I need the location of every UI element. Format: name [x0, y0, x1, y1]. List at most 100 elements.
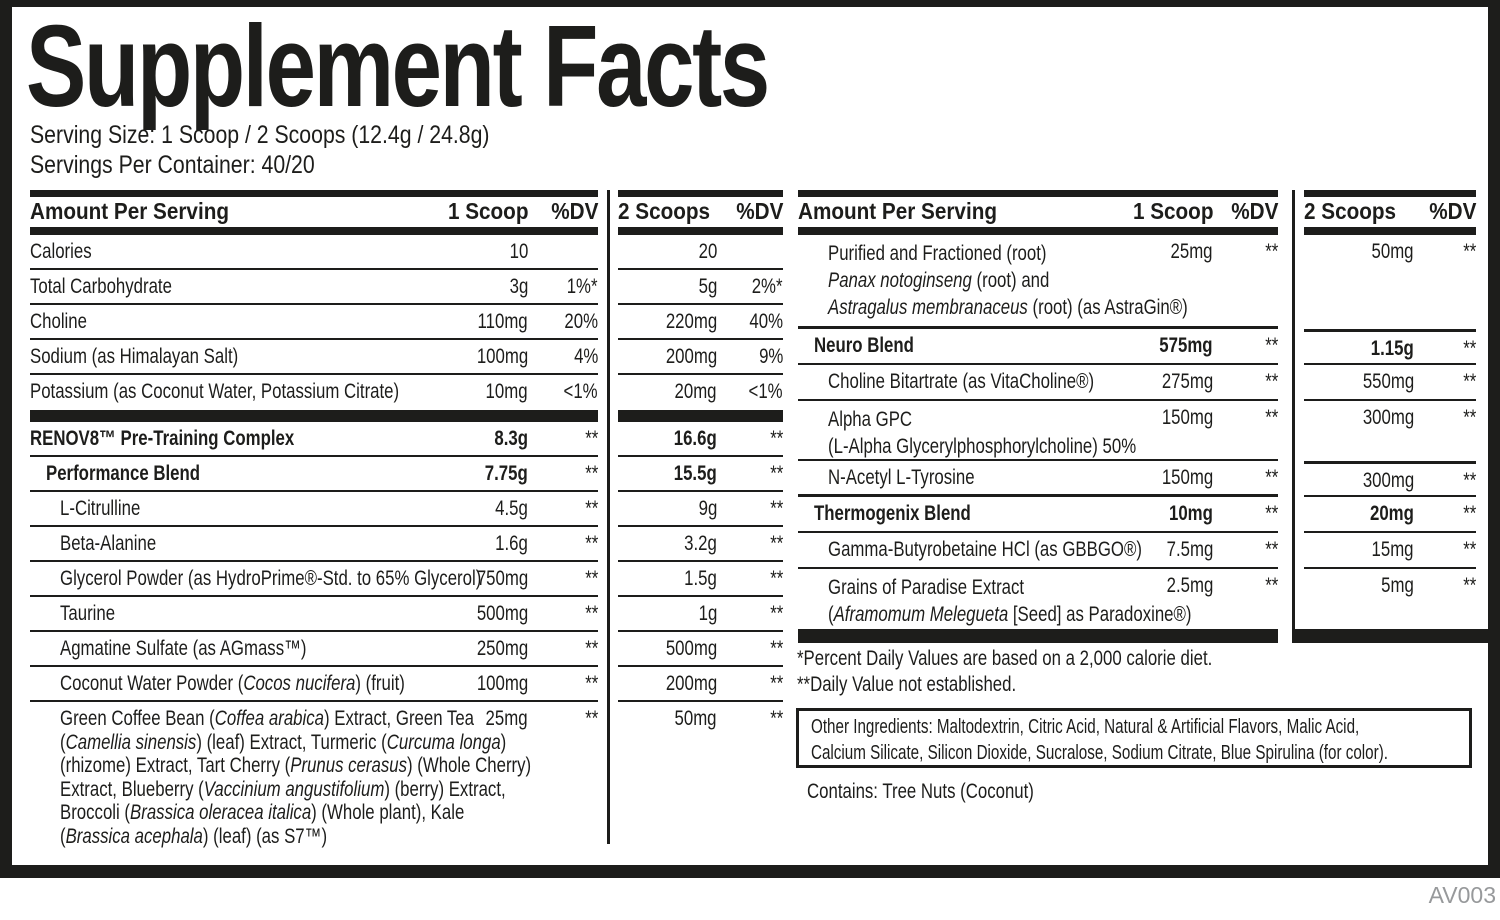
- column-header-dv: %DV: [550, 198, 598, 224]
- header-bottom-rule: [798, 227, 1278, 235]
- left-table-divider: [607, 190, 610, 844]
- amount-2scoops: 1g: [698, 602, 717, 625]
- ingredient-name: Total Carbohydrate: [30, 275, 172, 298]
- ingredient-name: Gamma-Butyrobetaine HCl (as GBBGO®): [828, 538, 1142, 561]
- footnote-percent-dv: *Percent Daily Values are based on a 2,0…: [797, 647, 1213, 670]
- other-ingredients-line: Other Ingredients: Maltodextrin, Citric …: [811, 716, 1360, 738]
- ingredient-name: N-Acetyl L-Tyrosine: [828, 466, 975, 489]
- dv-1scoop: **: [584, 637, 598, 660]
- amount-1scoop: 3g: [509, 275, 528, 298]
- table-row-neuro-blend: Neuro Blend 575mg **: [798, 329, 1278, 365]
- right-table-2scoops-column: 2 Scoops %DV 50mg ** 1.15g ** 550mg ** 300m…: [1292, 190, 1489, 643]
- table-row: 550mg **: [1304, 365, 1476, 401]
- table-row-taurine: Taurine 500mg **: [30, 597, 598, 632]
- dv-1scoop: **: [584, 707, 598, 730]
- right-table-header: Amount Per Serving 1 Scoop %DV: [798, 197, 1278, 227]
- header-top-rule: [30, 190, 598, 197]
- amount-2scoops: 15.5g: [674, 462, 717, 485]
- serving-size: Serving Size: 1 Scoop / 2 Scoops (12.4g …: [30, 121, 490, 149]
- table-row: 9g **: [618, 492, 783, 527]
- column-header-dv: %DV: [735, 198, 783, 224]
- frame-right-bar: [1488, 0, 1500, 878]
- table-row-performance-blend: Performance Blend 7.75g **: [30, 457, 598, 492]
- amount-2scoops: 50mg: [674, 707, 717, 730]
- amount-2scoops: 20mg: [674, 380, 717, 403]
- table-row-alpha-gpc: Alpha GPC (L-Alpha Glycerylphosphorylcho…: [798, 401, 1278, 461]
- amount-2scoops: 5g: [698, 275, 717, 298]
- dv-2scoops: **: [1462, 469, 1476, 492]
- dv-1scoop: **: [1264, 574, 1278, 597]
- ingredient-name-line: Green Coffee Bean (Coffea arabica) Extra…: [60, 707, 475, 730]
- dv-2scoops: **: [769, 707, 783, 730]
- amount-1scoop: 575mg: [1159, 334, 1213, 357]
- section-bottom-bar: [798, 629, 1278, 643]
- dv-2scoops: **: [1462, 370, 1476, 393]
- frame-left-bar: [0, 0, 12, 878]
- ingredient-name: Sodium (as Himalayan Salt): [30, 345, 239, 368]
- dv-2scoops: **: [1462, 406, 1476, 429]
- amount-1scoop: 4.5g: [495, 497, 528, 520]
- table-row: 50mg **: [1304, 235, 1476, 329]
- dv-2scoops: <1%: [748, 380, 783, 403]
- ingredient-name: Purified and Fractioned (root) Panax not…: [798, 240, 1188, 321]
- amount-2scoops: 15mg: [1371, 538, 1414, 561]
- column-header-amount-per-serving: Amount Per Serving: [798, 198, 997, 224]
- column-header-dv: %DV: [1230, 198, 1278, 224]
- table-row: 500mg **: [618, 632, 783, 667]
- amount-1scoop: 500mg: [476, 602, 528, 625]
- amount-2scoops: 1.15g: [1371, 337, 1414, 360]
- dv-1scoop: **: [1264, 240, 1278, 263]
- dv-2scoops: **: [769, 602, 783, 625]
- left-table-2scoops-column: 2 Scoops %DV 20 5g 2%* 220mg 40% 200mg 9% 2…: [618, 190, 783, 846]
- table-row: 1.15g **: [1304, 329, 1476, 365]
- table-row: 1.5g **: [618, 562, 783, 597]
- ingredient-name-line: Extract, Blueberry (Vaccinium angustifol…: [60, 777, 506, 801]
- amount-2scoops: 300mg: [1362, 406, 1414, 429]
- table-row-choline-bitartrate: Choline Bitartrate (as VitaCholine®) 275…: [798, 365, 1278, 401]
- amount-1scoop: 750mg: [476, 567, 528, 590]
- dv-1scoop: **: [584, 497, 598, 520]
- column-header-amount-per-serving: Amount Per Serving: [30, 198, 229, 224]
- ingredient-name: Coconut Water Powder (Cocos nucifera) (f…: [60, 672, 405, 695]
- ingredient-name: Agmatine Sulfate (as AGmass™): [60, 637, 307, 660]
- header-bottom-rule: [1304, 227, 1476, 235]
- left-table: Amount Per Serving 1 Scoop %DV Calories …: [30, 190, 598, 848]
- table-row-grains-of-paradise: Grains of Paradise Extract (Aframomum Me…: [798, 569, 1278, 629]
- other-ingredients-box: Other Ingredients: Maltodextrin, Citric …: [796, 708, 1472, 768]
- table-row-citrulline: L-Citrulline 4.5g **: [30, 492, 598, 527]
- ingredient-name: Potassium (as Coconut Water, Potassium C…: [30, 380, 400, 403]
- dv-1scoop: 1%*: [567, 275, 598, 298]
- amount-2scoops: 3.2g: [684, 532, 717, 555]
- table-row-calories: Calories 10: [30, 235, 598, 270]
- ingredient-name: Alpha GPC (L-Alpha Glycerylphosphorylcho…: [798, 406, 1136, 460]
- ingredient-name-line: Broccoli (Brassica oleracea italica) (Wh…: [60, 801, 465, 824]
- blend-name: Performance Blend: [46, 462, 201, 485]
- label-code: AV003: [1428, 882, 1496, 908]
- column-header-1-scoop: 1 Scoop: [447, 198, 528, 224]
- table-row: 15.5g **: [618, 457, 783, 492]
- amount-1scoop: 7.75g: [485, 462, 528, 485]
- amount-1scoop: 250mg: [476, 637, 528, 660]
- amount-1scoop: 110mg: [477, 310, 528, 333]
- header-top-rule: [618, 190, 783, 197]
- dv-2scoops: **: [769, 462, 783, 485]
- right-table: Amount Per Serving 1 Scoop %DV Purified …: [798, 190, 1278, 643]
- amount-2scoops: 20: [698, 240, 717, 263]
- header-top-rule: [1304, 190, 1476, 197]
- dv-1scoop: **: [584, 672, 598, 695]
- ingredient-name-line: (Camellia sinensis) (leaf) Extract, Turm…: [60, 730, 507, 754]
- dv-1scoop: 4%: [573, 345, 598, 368]
- amount-1scoop: 8.3g: [494, 427, 528, 450]
- header-bottom-rule: [618, 227, 783, 235]
- column-header-2-scoops: 2 Scoops: [1304, 198, 1397, 224]
- left-2scoops-header: 2 Scoops %DV: [618, 197, 783, 227]
- ingredient-name-line: Panax notoginseng (root) and: [828, 269, 1050, 292]
- table-row-beta-alanine: Beta-Alanine 1.6g **: [30, 527, 598, 562]
- dv-1scoop: <1%: [563, 380, 598, 403]
- amount-2scoops: 550mg: [1362, 370, 1414, 393]
- dv-2scoops: **: [769, 567, 783, 590]
- table-row-coconut-water: Coconut Water Powder (Cocos nucifera) (f…: [30, 667, 598, 702]
- table-row: 5g 2%*: [618, 270, 783, 305]
- amount-1scoop: 10mg: [1169, 502, 1213, 525]
- dv-2scoops: 9%: [758, 345, 783, 368]
